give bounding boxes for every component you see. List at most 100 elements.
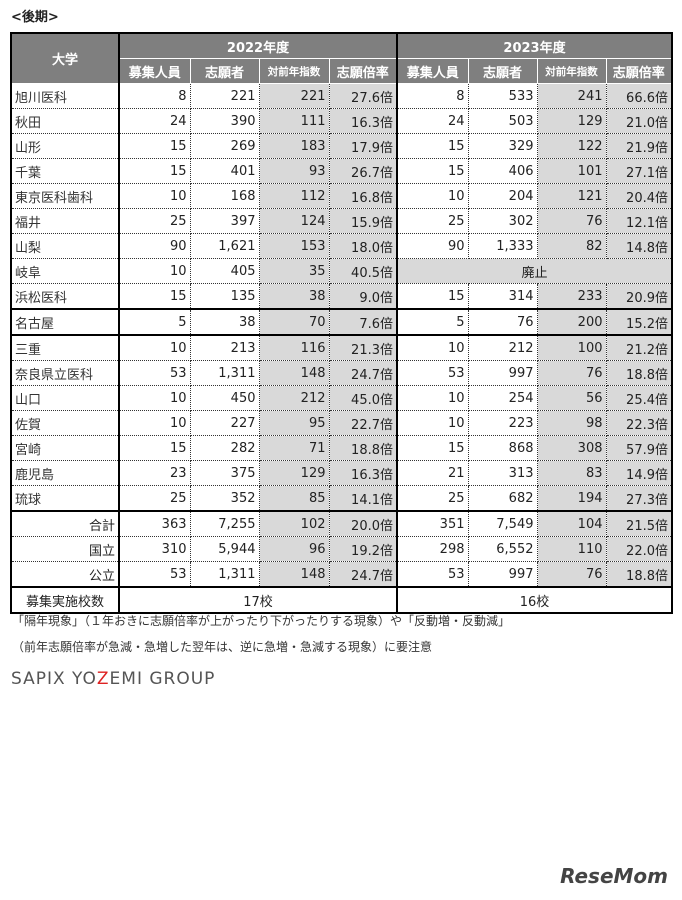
cell: 503 <box>467 108 538 134</box>
cell: 104 <box>536 510 607 537</box>
cell: 18.8倍 <box>605 360 673 386</box>
table-row: 琉球 25 352 85 14.1倍 25 682 194 27.3倍 <box>10 485 673 512</box>
cell: 15 <box>118 158 191 184</box>
cell: 168 <box>189 183 260 209</box>
university-name: 秋田 <box>10 108 120 134</box>
cell: 25 <box>118 208 191 234</box>
cell: 76 <box>536 561 607 588</box>
cell: 25 <box>118 485 191 512</box>
table-row: 奈良県立医科 53 1,311 148 24.7倍 53 997 76 18.8倍 <box>10 360 673 386</box>
cell: 19.2倍 <box>328 536 398 562</box>
total-label: 公立 <box>10 561 120 588</box>
university-name: 山形 <box>10 133 120 159</box>
cell: 25 <box>396 208 469 234</box>
cell: 868 <box>467 435 538 461</box>
university-name: 旭川医科 <box>10 83 120 109</box>
logo-text: SAPIX YO <box>11 669 97 689</box>
university-name: 千葉 <box>10 158 120 184</box>
cell: 53 <box>118 561 191 588</box>
university-name: 鹿児島 <box>10 460 120 486</box>
university-name: 山口 <box>10 385 120 411</box>
university-name: 岐阜 <box>10 258 120 284</box>
cell: 15 <box>396 158 469 184</box>
cell: 15 <box>396 435 469 461</box>
cell: 5 <box>118 308 191 336</box>
cell: 16.3倍 <box>328 460 398 486</box>
cell: 90 <box>118 233 191 259</box>
cell: 15 <box>118 133 191 159</box>
cell: 23 <box>118 460 191 486</box>
total-label: 合計 <box>10 510 120 537</box>
cell: 14.9倍 <box>605 460 673 486</box>
table-row: 秋田 24 390 111 16.3倍 24 503 129 21.0倍 <box>10 108 673 134</box>
schools-label: 募集実施校数 <box>10 586 120 614</box>
cell: 98 <box>536 410 607 436</box>
abolished-cell: 廃止 <box>396 258 673 284</box>
cell: 10 <box>118 410 191 436</box>
cell: 223 <box>467 410 538 436</box>
cell: 10 <box>118 258 191 284</box>
cell: 53 <box>118 360 191 386</box>
cell: 533 <box>467 83 538 109</box>
cell: 76 <box>536 360 607 386</box>
header-capacity: 募集人員 <box>396 58 469 84</box>
cell: 308 <box>536 435 607 461</box>
cell: 1,333 <box>467 233 538 259</box>
cell: 1,311 <box>189 360 260 386</box>
cell: 1,311 <box>189 561 260 588</box>
cell: 298 <box>396 536 469 562</box>
cell: 241 <box>536 83 607 109</box>
cell: 56 <box>536 385 607 411</box>
table-row: 千葉 15 401 93 26.7倍 15 406 101 27.1倍 <box>10 158 673 184</box>
schools-2023: 16校 <box>396 586 673 614</box>
university-name: 琉球 <box>10 485 120 512</box>
cell: 390 <box>189 108 260 134</box>
cell: 5 <box>396 308 469 336</box>
cell: 21.9倍 <box>605 133 673 159</box>
cell: 997 <box>467 360 538 386</box>
header-2023: 2023年度 <box>396 32 673 59</box>
header-ratio: 志願倍率 <box>605 58 673 84</box>
cell: 100 <box>536 334 607 361</box>
table-row: 名古屋 5 38 70 7.6倍 5 76 200 15.2倍 <box>10 308 673 336</box>
cell: 183 <box>258 133 330 159</box>
cell: 18.8倍 <box>605 561 673 588</box>
cell: 85 <box>258 485 330 512</box>
cell: 10 <box>118 183 191 209</box>
cell: 15 <box>396 283 469 310</box>
university-name: 山梨 <box>10 233 120 259</box>
cell: 148 <box>258 360 330 386</box>
cell: 76 <box>536 208 607 234</box>
cell: 22.7倍 <box>328 410 398 436</box>
cell: 112 <box>258 183 330 209</box>
sapix-logo: SAPIX YOZEMI GROUP <box>11 669 215 689</box>
cell: 101 <box>536 158 607 184</box>
cell: 282 <box>189 435 260 461</box>
university-name: 福井 <box>10 208 120 234</box>
cell: 10 <box>396 410 469 436</box>
table-row: 福井 25 397 124 15.9倍 25 302 76 12.1倍 <box>10 208 673 234</box>
header-index: 対前年指数 <box>536 58 607 84</box>
cell: 351 <box>396 510 469 537</box>
cell: 10 <box>396 183 469 209</box>
university-name: 名古屋 <box>10 308 120 336</box>
cell: 40.5倍 <box>328 258 398 284</box>
table-row: 旭川医科 8 221 221 27.6倍 8 533 241 66.6倍 <box>10 83 673 109</box>
cell: 38 <box>258 283 330 310</box>
header-applicants: 志願者 <box>189 58 260 84</box>
table-row: 山形 15 269 183 17.9倍 15 329 122 21.9倍 <box>10 133 673 159</box>
header-capacity: 募集人員 <box>118 58 191 84</box>
header-2022: 2022年度 <box>118 32 398 59</box>
cell: 221 <box>189 83 260 109</box>
cell: 15 <box>396 133 469 159</box>
totals-row: 国立 310 5,944 96 19.2倍 298 6,552 110 22.0倍 <box>10 536 673 562</box>
cell: 9.0倍 <box>328 283 398 310</box>
cell: 18.0倍 <box>328 233 398 259</box>
cell: 38 <box>189 308 260 336</box>
cell: 53 <box>396 360 469 386</box>
university-name: 三重 <box>10 334 120 361</box>
university-name: 佐賀 <box>10 410 120 436</box>
cell: 10 <box>118 334 191 361</box>
cell: 95 <box>258 410 330 436</box>
header-university: 大学 <box>10 32 120 84</box>
